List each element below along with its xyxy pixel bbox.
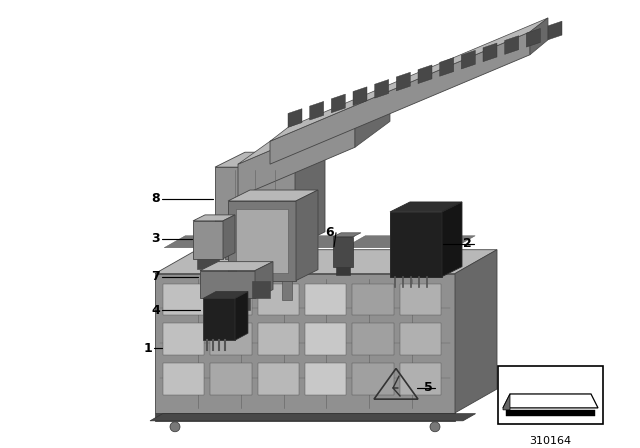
Circle shape: [430, 422, 440, 432]
Polygon shape: [284, 236, 355, 248]
Polygon shape: [305, 363, 346, 395]
Polygon shape: [282, 280, 292, 301]
Polygon shape: [225, 247, 285, 258]
Polygon shape: [193, 221, 223, 258]
Polygon shape: [288, 109, 302, 127]
Polygon shape: [211, 323, 252, 355]
Polygon shape: [526, 29, 540, 47]
Polygon shape: [332, 94, 346, 113]
Polygon shape: [200, 262, 273, 271]
Polygon shape: [205, 298, 250, 310]
Polygon shape: [353, 363, 394, 395]
Polygon shape: [353, 323, 394, 355]
Polygon shape: [505, 36, 518, 54]
Polygon shape: [404, 236, 475, 248]
Polygon shape: [197, 258, 219, 269]
Text: 1: 1: [143, 342, 152, 355]
Polygon shape: [163, 363, 204, 395]
Polygon shape: [150, 414, 476, 421]
Polygon shape: [344, 236, 415, 248]
Polygon shape: [305, 323, 346, 355]
Polygon shape: [333, 237, 353, 267]
Polygon shape: [399, 363, 441, 395]
Polygon shape: [155, 413, 455, 421]
Polygon shape: [203, 298, 235, 340]
Polygon shape: [255, 262, 273, 298]
Text: 310164: 310164: [529, 436, 572, 446]
Text: 3: 3: [152, 232, 160, 245]
Polygon shape: [270, 32, 530, 164]
Text: 4: 4: [151, 304, 160, 317]
Polygon shape: [390, 212, 442, 276]
Polygon shape: [270, 18, 548, 141]
Polygon shape: [498, 366, 603, 424]
Circle shape: [170, 422, 180, 432]
Text: 5: 5: [424, 382, 433, 395]
Polygon shape: [238, 90, 390, 164]
Polygon shape: [333, 233, 361, 237]
Polygon shape: [203, 292, 248, 298]
Polygon shape: [296, 190, 318, 280]
Polygon shape: [455, 250, 497, 413]
Polygon shape: [295, 152, 325, 247]
Polygon shape: [211, 284, 252, 315]
Polygon shape: [163, 284, 204, 315]
Polygon shape: [399, 323, 441, 355]
Polygon shape: [228, 201, 296, 280]
Polygon shape: [155, 250, 497, 274]
Polygon shape: [193, 215, 235, 221]
Polygon shape: [399, 284, 441, 315]
Polygon shape: [238, 114, 355, 197]
Polygon shape: [374, 79, 388, 98]
Text: 8: 8: [152, 193, 160, 206]
Polygon shape: [155, 274, 455, 413]
Polygon shape: [355, 90, 390, 147]
Text: 6: 6: [325, 226, 334, 239]
Polygon shape: [200, 271, 255, 298]
Polygon shape: [461, 50, 476, 69]
Polygon shape: [228, 190, 318, 201]
Polygon shape: [353, 87, 367, 105]
Polygon shape: [442, 202, 462, 276]
Polygon shape: [215, 152, 325, 167]
Text: 7: 7: [151, 270, 160, 283]
Polygon shape: [258, 363, 299, 395]
Polygon shape: [503, 394, 510, 410]
Polygon shape: [258, 284, 299, 315]
Polygon shape: [396, 72, 410, 91]
Polygon shape: [390, 202, 462, 212]
Polygon shape: [305, 284, 346, 315]
Polygon shape: [418, 65, 432, 84]
Polygon shape: [163, 323, 204, 355]
Polygon shape: [530, 18, 548, 55]
Polygon shape: [336, 267, 350, 275]
Polygon shape: [223, 215, 235, 258]
Polygon shape: [483, 43, 497, 62]
Polygon shape: [234, 280, 244, 301]
Polygon shape: [353, 284, 394, 315]
Polygon shape: [224, 236, 295, 248]
Polygon shape: [235, 292, 248, 340]
Text: 2: 2: [463, 237, 472, 250]
Polygon shape: [164, 236, 236, 248]
Polygon shape: [258, 323, 299, 355]
Polygon shape: [211, 363, 252, 395]
Polygon shape: [252, 280, 270, 298]
Polygon shape: [215, 167, 295, 247]
Polygon shape: [506, 410, 595, 416]
Polygon shape: [440, 58, 454, 76]
Polygon shape: [310, 101, 324, 120]
Polygon shape: [236, 209, 288, 272]
Circle shape: [251, 249, 259, 257]
Polygon shape: [548, 21, 562, 40]
